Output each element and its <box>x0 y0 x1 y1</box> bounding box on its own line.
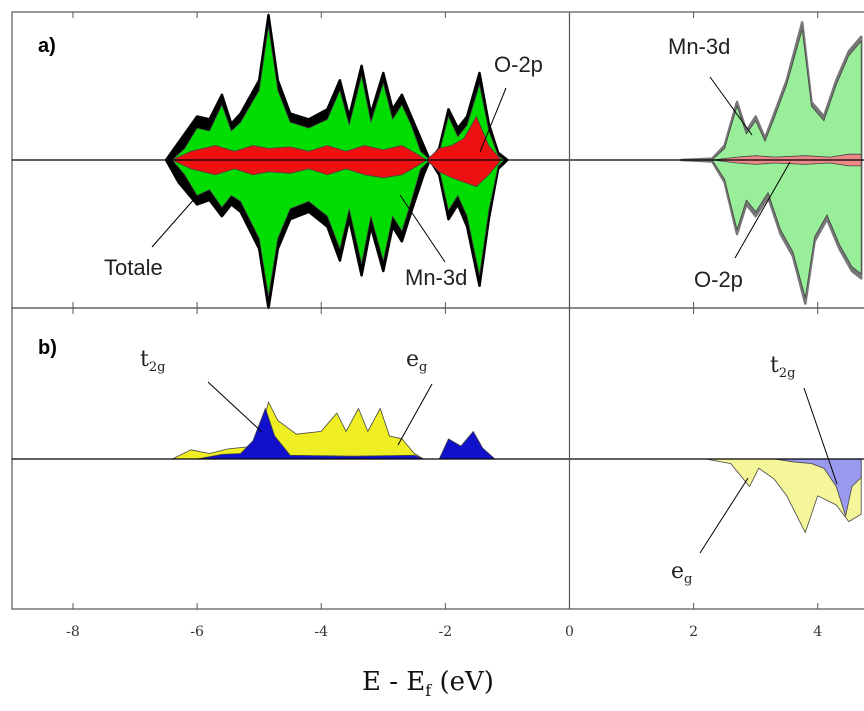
x-tick-label: -2 <box>439 624 453 640</box>
series-eg-right <box>705 458 862 533</box>
x-axis-label: E - Ef (eV) <box>362 667 494 700</box>
series-t2g-right <box>773 458 862 517</box>
panel-b-annotations: t2g eg t2g eg <box>140 347 838 587</box>
x-axis-ticks: -8 -6 -4 -2 0 2 4 <box>66 624 822 640</box>
annotation-eg-right: eg <box>671 559 692 587</box>
o2p-right-pointer <box>734 161 791 259</box>
totale-pointer <box>151 196 197 248</box>
annotation-o2p-left: O-2p <box>494 52 543 77</box>
annotation-eg-left: eg <box>406 347 427 375</box>
annotation-mn3d-left: Mn-3d <box>405 265 467 290</box>
annotation-o2p-right: O-2p <box>694 267 743 292</box>
panel-b <box>11 307 864 610</box>
annotation-t2g-right: t2g <box>770 353 795 381</box>
mn3d-left-pointer <box>399 194 446 263</box>
t2g-right-pointer <box>803 387 838 485</box>
annotation-totale: Totale <box>104 255 163 280</box>
annotation-t2g-left: t2g <box>140 347 165 375</box>
annotation-mn3d-right: Mn-3d <box>668 34 730 59</box>
x-tick-label: -4 <box>314 624 328 640</box>
series-eg <box>171 401 424 460</box>
series-t2g <box>196 408 508 460</box>
panel-a <box>11 11 864 310</box>
eg-right-pointer <box>699 477 749 554</box>
t2g-left-pointer <box>207 381 263 433</box>
x-tick-label: 2 <box>689 624 698 640</box>
mn3d-right-pointer <box>709 76 753 136</box>
x-tick-label: -6 <box>190 624 204 640</box>
x-tick-label: -8 <box>66 624 80 640</box>
o2p-left-pointer <box>479 87 507 153</box>
x-tick-label: 0 <box>565 624 574 640</box>
eg-left-pointer <box>397 383 433 446</box>
panel-a-annotations: Totale Mn-3d O-2p Mn-3d O-2p <box>104 34 791 292</box>
panel-label-a: a) <box>38 35 56 57</box>
x-tick-label: 4 <box>813 624 822 640</box>
panel-label-b: b) <box>38 337 57 359</box>
